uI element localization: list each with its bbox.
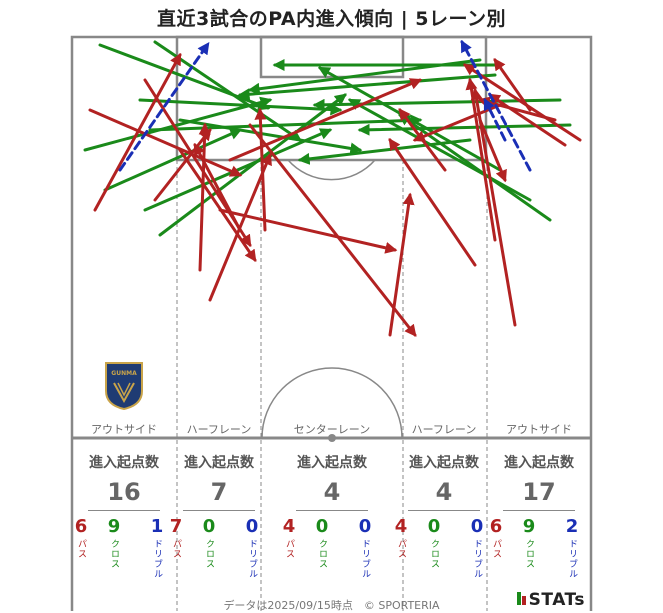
pass-arrow [493, 58, 532, 112]
cross-label: クロス [317, 539, 327, 569]
center-circle [261, 367, 403, 439]
pass-label: パス [284, 539, 294, 559]
stat-total: 17 [503, 478, 575, 511]
lane-label-outside-left: アウトサイド [91, 423, 157, 436]
dribble-count: 0 [470, 516, 484, 537]
pass-arrow [462, 63, 582, 142]
pass-count: 6 [489, 516, 503, 537]
stat-header: 進入起点数 [297, 455, 367, 471]
cross-arrow [148, 114, 423, 132]
cross-label: クロス [109, 539, 119, 569]
cross-arrow [103, 128, 243, 192]
pass-label: パス [396, 539, 406, 559]
lane-stats-halfspace-right: 進入起点数 4 4 パス 0 クロス 0 ドリブル [395, 452, 484, 579]
pass-arrow [178, 148, 257, 262]
dribble-arrow [460, 39, 532, 172]
stat-header: 進入起点数 [89, 455, 159, 471]
lane-label-outside-right: アウトサイド [506, 423, 572, 436]
stat-header: 進入起点数 [184, 455, 254, 471]
pass-count: 6 [74, 516, 88, 537]
footer-note: データは2025/09/15時点 © SPORTERIA [223, 599, 440, 612]
pass-arrow [388, 192, 415, 337]
lane-label-center: センターレーン [293, 423, 371, 436]
penalty-arc [287, 159, 376, 181]
badge-text: GUNMA [111, 370, 137, 377]
dribble-label: ドリブル [247, 539, 257, 579]
dribble-count: 0 [245, 516, 259, 537]
pass-arrow [93, 52, 182, 212]
pass-count: 4 [394, 516, 408, 537]
chart-title: 直近3試合のPA内進入傾向 | 5レーン別 [156, 8, 507, 30]
dribble-label: ドリブル [152, 539, 162, 579]
lane-label-halfspace-left: ハーフレーン [186, 423, 252, 436]
goal-area [259, 35, 405, 79]
stat-total: 4 [296, 478, 368, 511]
cross-arrow [297, 138, 472, 165]
dribble-label: ドリブル [472, 539, 482, 579]
dribble-count: 0 [358, 516, 372, 537]
dribble-label: ドリブル [567, 539, 577, 579]
cross-count: 0 [427, 516, 441, 537]
pass-arrow [153, 128, 212, 202]
cross-arrow [158, 93, 347, 237]
dribble-count: 2 [565, 516, 579, 537]
logo-bar-icon [516, 592, 521, 605]
pass-arrow [488, 93, 567, 147]
cross-arrow [143, 128, 333, 212]
stat-total: 16 [88, 478, 160, 511]
pass-arrow [470, 87, 517, 327]
center-spot [328, 434, 336, 442]
cross-label: クロス [429, 539, 439, 569]
lane-stats-outside-left: 進入起点数 16 6 パス 9 クロス 1 ドリブル [75, 452, 164, 579]
cross-arrow [83, 96, 273, 152]
pass-label: パス [76, 539, 86, 559]
logo-text: STATs [528, 590, 585, 610]
lane-stats-center: 進入起点数 4 4 パス 0 クロス 0 ドリブル [283, 452, 372, 579]
stat-total: 7 [183, 478, 255, 511]
stat-header: 進入起点数 [409, 455, 479, 471]
cross-arrow [247, 58, 482, 95]
cross-arrow [98, 43, 271, 111]
stats-logo: STATs [516, 590, 585, 610]
lane-label-halfspace-right: ハーフレーン [411, 423, 477, 436]
cross-arrow [138, 98, 343, 116]
pass-arrow [388, 138, 477, 267]
cross-count: 0 [315, 516, 329, 537]
pass-label: パス [491, 539, 501, 559]
cross-count: 9 [107, 516, 121, 537]
pass-arrow [254, 107, 267, 232]
stat-total: 4 [408, 478, 480, 511]
dribble-arrow [118, 42, 210, 172]
pass-arrow [248, 123, 417, 337]
logo-bar-icon [521, 596, 526, 605]
dribble-arrow [483, 97, 507, 142]
pass-arrow [193, 142, 242, 232]
pass-count: 4 [282, 516, 296, 537]
pass-arrow [218, 208, 398, 254]
cross-arrow [237, 73, 497, 101]
club-badge-icon: GUNMA [105, 362, 143, 411]
pass-arrow [465, 77, 497, 242]
lane-stats-halfspace-left: 進入起点数 7 7 パス 0 クロス 0 ドリブル [170, 452, 259, 579]
lane-stats-outside-right: 進入起点数 17 6 パス 9 クロス 2 ドリブル [490, 452, 579, 579]
cross-arrow [347, 98, 532, 202]
pass-label: パス [171, 539, 181, 559]
pass-arrow [88, 108, 243, 177]
cross-count: 0 [202, 516, 216, 537]
dribble-count: 1 [150, 516, 164, 537]
cross-label: クロス [524, 539, 534, 569]
dribble-label: ドリブル [360, 539, 370, 579]
pass-arrow [478, 118, 507, 183]
cross-count: 9 [522, 516, 536, 537]
stat-header: 進入起点数 [504, 455, 574, 471]
pass-count: 7 [169, 516, 183, 537]
arrow-layer [83, 39, 582, 337]
cross-label: クロス [204, 539, 214, 569]
